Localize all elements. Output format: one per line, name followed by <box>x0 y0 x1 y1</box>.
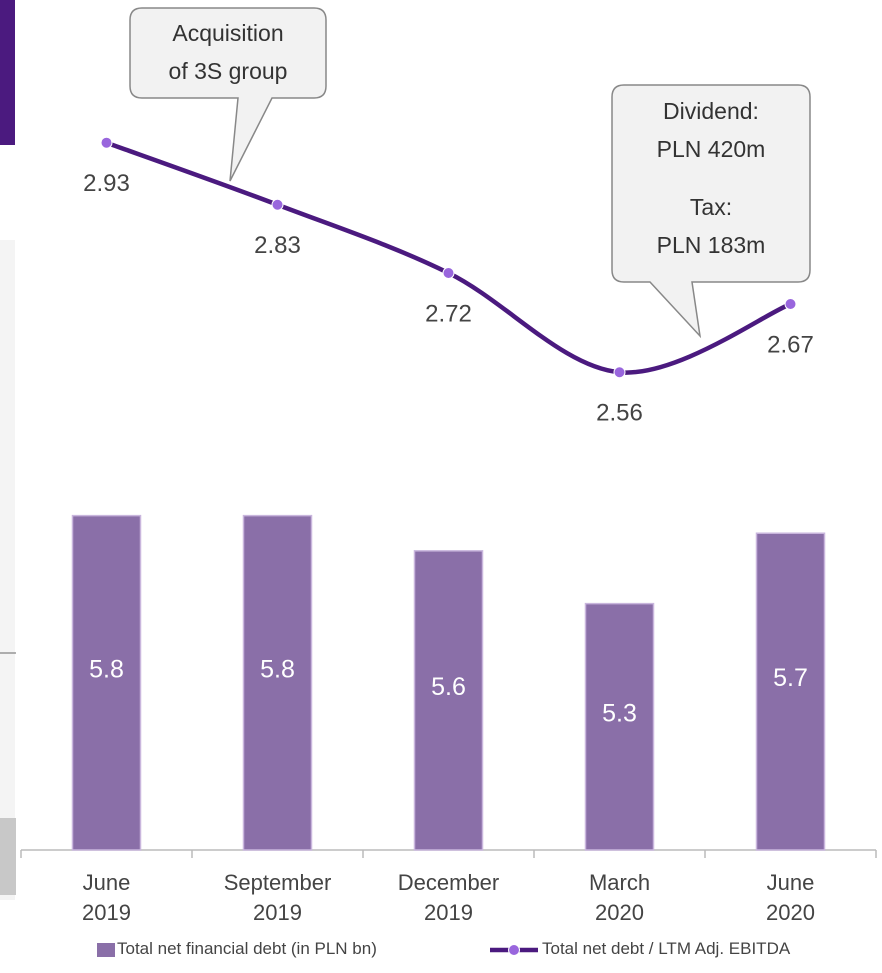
bar-value-label: 5.3 <box>602 699 637 727</box>
bar-value-label: 5.8 <box>260 655 295 683</box>
bar-value-label: 5.6 <box>431 673 466 701</box>
x-tick-label: June 2020 <box>766 870 815 925</box>
line-marker <box>613 366 626 379</box>
annotation: Dividend: PLN 420m <box>656 98 766 162</box>
side-panel <box>0 240 15 900</box>
line-value-label: 2.56 <box>596 400 643 427</box>
line-value-label: 2.72 <box>425 300 472 327</box>
bar-value-label: 5.8 <box>89 655 124 683</box>
x-tick-label: September 2019 <box>223 870 332 925</box>
legend-swatch <box>97 943 115 957</box>
line-marker <box>784 298 797 311</box>
side-bar <box>0 0 15 145</box>
legend-label: Total net financial debt (in PLN bn) <box>117 939 377 958</box>
line-value-label: 2.67 <box>767 331 814 358</box>
annotation: Acquisition of 3S group <box>168 20 288 84</box>
x-tick-label: March 2020 <box>588 870 651 925</box>
legend-swatch <box>508 944 520 956</box>
line-value-label: 2.93 <box>83 170 130 197</box>
bar <box>584 602 655 851</box>
callout <box>129 7 327 182</box>
x-tick-label: June 2019 <box>82 870 131 925</box>
bar <box>242 514 313 851</box>
bar <box>71 514 142 851</box>
line-value-label: 2.83 <box>254 232 301 259</box>
x-tick-label: December 2019 <box>397 870 500 925</box>
side-block <box>0 818 16 895</box>
bar <box>413 550 484 851</box>
callout <box>611 84 811 339</box>
bar-value-label: 5.7 <box>773 664 808 692</box>
bar <box>755 532 826 851</box>
line-marker <box>271 198 284 211</box>
annotation: Tax: PLN 183m <box>656 194 766 258</box>
line-marker <box>442 266 455 279</box>
legend-label: Total net debt / LTM Adj. EBITDA <box>542 939 791 958</box>
line-marker <box>100 136 113 149</box>
